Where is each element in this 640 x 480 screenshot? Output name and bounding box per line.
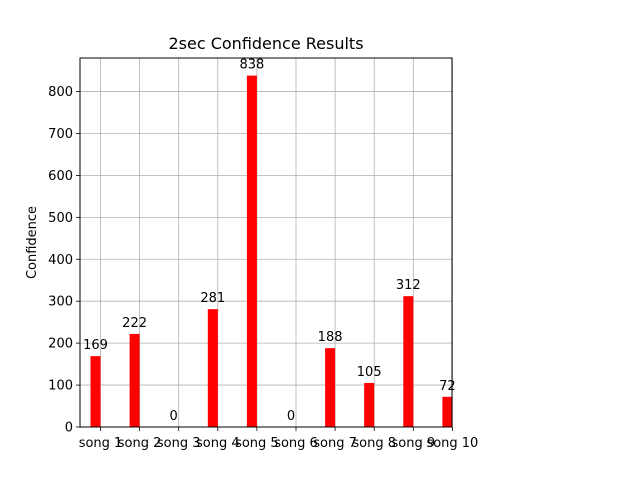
bar [403, 296, 414, 427]
x-tick-label: song 7 [313, 436, 357, 451]
bar [90, 356, 101, 427]
data-label: 105 [357, 365, 382, 380]
y-tick-label: 200 [48, 337, 73, 352]
y-tick-label: 400 [48, 253, 73, 268]
x-tick-label: song 3 [157, 436, 201, 451]
y-tick-label: 600 [48, 169, 73, 184]
data-label: 188 [318, 330, 343, 345]
data-label: 0 [287, 409, 295, 424]
y-axis-label: Confidence [25, 206, 40, 279]
bar [129, 333, 140, 427]
x-tick-label: song 8 [352, 436, 396, 451]
x-tick-label: song 4 [196, 436, 240, 451]
data-labels: 169 222 0 281 838 0 188 105 312 72 [83, 58, 456, 424]
y-tick-label: 500 [48, 211, 73, 226]
x-tick-label: song 10 [426, 436, 478, 451]
bar [364, 382, 375, 427]
bar [246, 75, 257, 428]
y-tick-label: 0 [65, 421, 73, 436]
y-tick-label: 100 [48, 379, 73, 394]
data-label: 312 [396, 278, 421, 293]
x-tick-label: song 9 [391, 436, 435, 451]
data-label: 72 [439, 379, 456, 394]
bar [207, 309, 218, 427]
plot-frame [79, 57, 453, 428]
chart-title: 2sec Confidence Results [168, 34, 363, 53]
data-label: 0 [170, 409, 178, 424]
data-label: 838 [239, 58, 264, 73]
data-label: 281 [200, 291, 225, 306]
x-tick-label: song 5 [235, 436, 279, 451]
x-tick-label: song 6 [274, 436, 318, 451]
y-tick-label: 700 [48, 127, 73, 142]
bar [325, 348, 336, 427]
y-tick-label: 800 [48, 85, 73, 100]
y-tick-label: 300 [48, 295, 73, 310]
x-tick-label: song 2 [118, 436, 162, 451]
bars [90, 75, 453, 428]
data-label: 222 [122, 316, 147, 331]
data-label: 169 [83, 338, 108, 353]
bar [442, 396, 453, 427]
x-tick-label: song 1 [79, 436, 123, 451]
